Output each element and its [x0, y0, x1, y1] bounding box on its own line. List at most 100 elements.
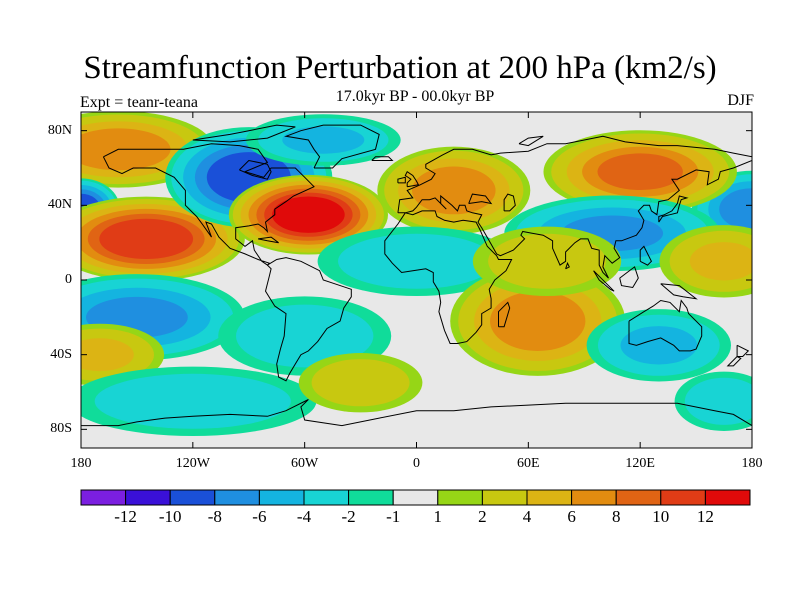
coastline-segment: [468, 193, 493, 205]
coastline-segment: [192, 124, 296, 143]
colorbar-label: -10: [158, 507, 182, 526]
colorbar-swatch: [348, 489, 394, 506]
colorbar-label: -6: [252, 507, 267, 526]
colorbar-label: -8: [207, 507, 222, 526]
contour-band: [272, 196, 345, 233]
anomaly-17: [450, 266, 626, 376]
lon-tick-label: 180: [741, 456, 763, 471]
colorbar-swatch: [526, 489, 573, 506]
coastline-segment: [498, 301, 511, 328]
colorbar-label: 10: [652, 507, 670, 526]
colorbar-swatch: [303, 489, 350, 506]
coastline-segment: [503, 193, 516, 212]
colorbar-swatch: [481, 489, 528, 506]
colorbar-swatch: [80, 489, 127, 506]
lat-tick-label: 80S: [50, 421, 72, 437]
colorbar-swatch: [437, 489, 483, 506]
colorbar: [80, 489, 751, 506]
anomaly-20: [674, 371, 752, 431]
colorbar-swatch: [125, 489, 171, 506]
coastline-segment: [404, 170, 420, 188]
coastline-segment: [565, 261, 570, 270]
lon-tick-label: 120W: [175, 456, 210, 471]
colorbar-label: -4: [296, 507, 312, 526]
contour-band: [282, 126, 365, 154]
colorbar-swatch: [392, 489, 439, 506]
coastline-segment: [284, 124, 380, 169]
coastline-segment: [81, 399, 752, 427]
colorbar-swatch: [615, 489, 662, 506]
colorbar-swatch: [258, 489, 305, 506]
contour-band: [488, 233, 606, 289]
coastline-segment: [619, 266, 639, 289]
colorbar-label: 4: [522, 507, 532, 526]
coastline-segment: [726, 356, 742, 367]
coastline-segment: [397, 176, 406, 184]
coastlines: [81, 124, 752, 427]
colorbar-label: -2: [341, 507, 356, 526]
anomaly-15: [298, 353, 423, 413]
anomaly-10: [659, 225, 752, 298]
lon-tick-label: 120E: [625, 456, 655, 471]
coastline-segment: [628, 299, 703, 352]
contour-band: [620, 326, 698, 365]
lon-tick-label: 60E: [517, 456, 540, 471]
colorbar-label: 6: [567, 507, 576, 526]
contour-band: [684, 377, 752, 425]
coastline-segment: [102, 143, 315, 266]
lat-tick-label: 40N: [47, 197, 72, 213]
colorbar-label: 12: [696, 507, 714, 526]
colorbar-label: 2: [478, 507, 487, 526]
colorbar-swatch: [169, 489, 216, 506]
contour-band: [689, 242, 752, 281]
coastline-segment: [658, 195, 689, 223]
coastline-segment: [384, 210, 513, 344]
coastline-segment: [660, 283, 698, 300]
contour-band: [311, 359, 410, 407]
map-title: Streamfunction Perturbation at 200 hPa (…: [83, 50, 717, 86]
coastline-segment: [593, 270, 615, 292]
contour-band: [597, 153, 683, 190]
coastline-segment: [639, 245, 653, 266]
anomaly-18: [472, 226, 622, 296]
coastline-segment: [371, 156, 394, 161]
colorbar-label: 1: [433, 507, 443, 526]
coastline-segment: [736, 344, 750, 357]
contour-band: [236, 304, 374, 368]
colorbar-swatch: [214, 489, 260, 506]
colorbar-label: -1: [386, 507, 401, 526]
coastline-segment: [518, 135, 544, 147]
season-label: DJF: [727, 92, 754, 109]
experiment-label: Expt = teanr-teana: [80, 94, 198, 111]
contour-band: [94, 373, 291, 429]
anomaly-5: [228, 174, 388, 255]
contour-band: [99, 218, 194, 259]
contour-band: [81, 338, 134, 372]
map-subtitle: 17.0kyr BP - 00.0kyr BP: [335, 88, 495, 105]
anomaly-16: [317, 226, 516, 296]
streamfunction-field: [81, 112, 752, 448]
lon-tick-label: 180: [70, 456, 92, 471]
lon-tick-label: 60W: [291, 456, 319, 471]
anomaly-19: [586, 309, 731, 382]
contour-band: [719, 188, 752, 230]
contour-band: [490, 291, 586, 351]
lat-tick-label: 0: [65, 272, 72, 287]
colorbar-swatch: [704, 489, 751, 506]
coastline-segment: [239, 159, 272, 180]
coastline-segment: [264, 257, 352, 382]
anomaly-12: [81, 323, 165, 386]
contour-band: [338, 233, 495, 289]
axis-ticks: [80, 112, 753, 448]
colorbar-label: -12: [114, 507, 137, 526]
coastline-segment: [397, 135, 752, 279]
lat-tick-label: 80N: [47, 122, 72, 138]
colorbar-label: 8: [611, 507, 621, 526]
lat-tick-label: 40S: [50, 346, 72, 362]
anomaly-7: [377, 146, 531, 235]
coastline-segment: [257, 236, 279, 244]
colorbar-swatch: [571, 489, 617, 506]
colorbar-swatch: [660, 489, 706, 506]
lon-tick-label: 0: [413, 456, 420, 471]
